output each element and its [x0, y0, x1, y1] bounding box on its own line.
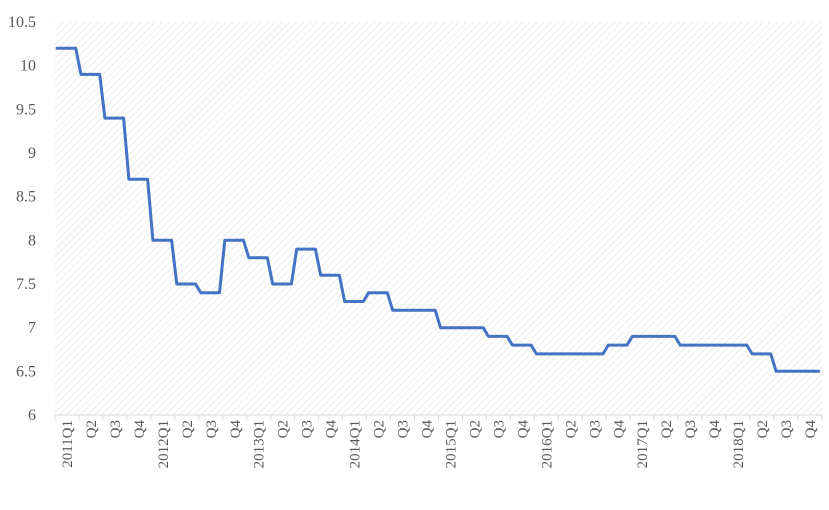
y-tick-label: 9.5 [16, 101, 36, 118]
y-tick-label: 8.5 [16, 189, 36, 206]
y-tick-label: 6 [28, 407, 36, 424]
y-tick-label: 7 [28, 320, 36, 337]
y-axis-ticks: 6 6.5 7 7.5 8 8.5 9 9.5 10 10.5 [8, 14, 36, 424]
x-tick-label: Q3 [396, 420, 412, 438]
x-tick-label: 2013Q1 [252, 420, 268, 468]
plot-area-background [55, 22, 822, 415]
x-tick-label: Q3 [491, 420, 507, 438]
x-tick-label: Q3 [587, 420, 603, 438]
x-axis [54, 414, 823, 420]
x-tick-label: 2012Q1 [156, 420, 172, 468]
x-tick-label: Q2 [372, 420, 388, 438]
x-tick-label: Q2 [467, 420, 483, 438]
x-tick-label: Q2 [84, 420, 100, 438]
x-tick-label: Q3 [683, 420, 699, 438]
x-tick-label: 2014Q1 [348, 420, 364, 468]
x-tick-label: 2015Q1 [443, 420, 459, 468]
x-tick-label: Q4 [420, 420, 436, 439]
y-tick-label: 8 [28, 232, 36, 249]
x-tick-label: Q4 [611, 420, 627, 439]
y-tick-label: 10.5 [8, 14, 36, 31]
x-tick-label: Q3 [779, 420, 795, 438]
y-tick-label: 10 [20, 58, 36, 75]
x-tick-label: Q3 [204, 420, 220, 438]
x-tick-label: 2018Q1 [731, 420, 747, 468]
x-axis-ticks: 2011Q1 Q2 Q3 Q4 2012Q1 Q2 Q3 Q4 2013Q1 Q2 Q3 Q4 2014… [60, 420, 819, 469]
x-tick-label: 2011Q1 [60, 420, 76, 468]
x-tick-label: 2017Q1 [635, 420, 651, 468]
y-tick-label: 6.5 [16, 363, 36, 380]
y-tick-label: 9 [28, 145, 36, 162]
x-tick-label: Q4 [132, 420, 148, 439]
x-tick-label: Q4 [515, 420, 531, 439]
x-tick-label: Q4 [324, 420, 340, 439]
x-tick-label: Q2 [755, 420, 771, 438]
x-tick-label: Q4 [707, 420, 723, 439]
x-tick-label: Q3 [108, 420, 124, 438]
series-layer [55, 46, 821, 373]
x-tick-label: Q4 [228, 420, 244, 439]
x-tick-label: Q2 [180, 420, 196, 438]
x-tick-label: Q2 [659, 420, 675, 438]
x-tick-label: 2016Q1 [539, 420, 555, 468]
x-tick-label: Q4 [803, 420, 819, 439]
series-line [55, 46, 821, 373]
x-tick-label: Q2 [563, 420, 579, 438]
y-tick-label: 7.5 [16, 276, 36, 293]
x-tick-label: Q2 [276, 420, 292, 438]
x-tick-label: Q3 [300, 420, 316, 438]
